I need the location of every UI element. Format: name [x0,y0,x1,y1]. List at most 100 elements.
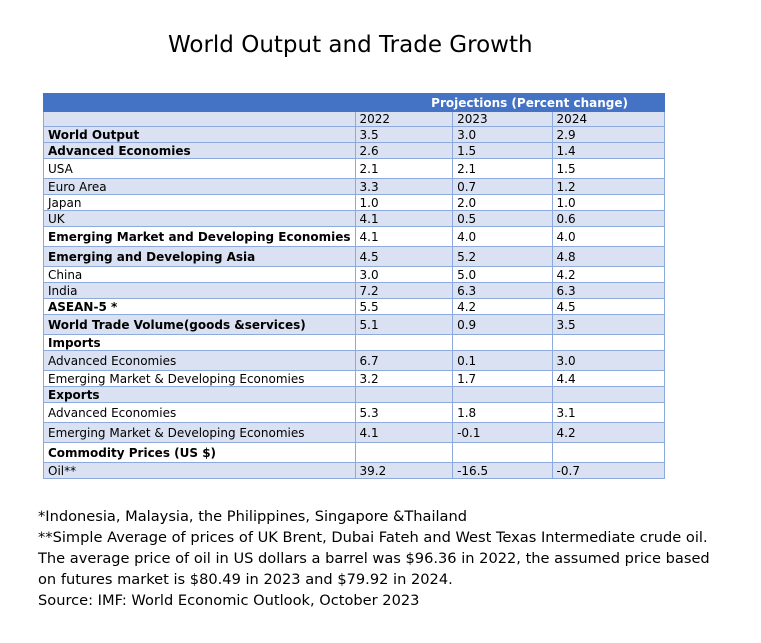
value-cell-2024: 3.1 [551,402,666,423]
value-cell-2023: 4.0 [452,226,553,247]
value-cell-2023: 1.5 [452,142,553,159]
footnote-source: Source: IMF: World Economic Outlook, Oct… [38,592,420,609]
row-label: Oil** [43,462,356,479]
row-label: Emerging Market & Developing Economies [43,370,356,387]
value-cell-2024: 1.2 [551,178,666,195]
value-cell-2024: -0.7 [551,462,666,479]
value-cell-2024: 4.5 [551,298,666,315]
value-cell-2024: 4.4 [551,370,666,387]
row-label: China [43,266,356,283]
value-cell-2023: 1.7 [452,370,553,387]
table-row: Emerging Market and Developing Economies… [43,226,666,247]
year-header-2024: 2024 [551,111,666,127]
growth-table-body: Projections (Percent change) 2022 2023 2… [43,93,666,479]
row-label: World Output [43,126,356,143]
value-cell-2023 [452,334,553,351]
value-cell-2022: 4.1 [354,210,454,227]
value-cell-2022: 5.1 [354,314,454,335]
row-label: Emerging Market & Developing Economies [43,422,356,443]
value-cell-2024 [551,334,666,351]
year-header-empty-cell [43,111,356,127]
row-label: UK [43,210,356,227]
value-cell-2022: 2.1 [354,158,454,179]
table-row: Commodity Prices (US $) [43,442,666,463]
value-cell-2024 [551,386,666,403]
value-cell-2024: 3.5 [551,314,666,335]
row-label: Emerging and Developing Asia [43,246,356,267]
value-cell-2024: 3.0 [551,350,666,371]
value-cell-2024: 4.2 [551,266,666,283]
value-cell-2022: 2.6 [354,142,454,159]
value-cell-2023: 0.9 [452,314,553,335]
value-cell-2023: 0.5 [452,210,553,227]
table-row: USA 2.1 2.1 1.5 [43,158,666,179]
table-row: Advanced Economies 6.7 0.1 3.0 [43,350,666,371]
value-cell-2022: 3.5 [354,126,454,143]
value-cell-2024: 6.3 [551,282,666,299]
value-cell-2023: -0.1 [452,422,553,443]
value-cell-2022: 3.3 [354,178,454,195]
footnote-oil-average: **Simple Average of prices of UK Brent, … [38,529,708,546]
value-cell-2023: 5.2 [452,246,553,267]
value-cell-2022 [354,334,454,351]
row-label: Exports [43,386,356,403]
value-cell-2022: 4.5 [354,246,454,267]
row-label: Euro Area [43,178,356,195]
row-label: Imports [43,334,356,351]
value-cell-2023: 1.8 [452,402,553,423]
row-label: USA [43,158,356,179]
footnotes: *Indonesia, Malaysia, the Philippines, S… [38,506,753,611]
table-banner-row: Projections (Percent change) [43,93,666,112]
table-row: Advanced Economies 2.6 1.5 1.4 [43,142,666,159]
value-cell-2023: 5.0 [452,266,553,283]
table-row: Euro Area 3.3 0.7 1.2 [43,178,666,195]
value-cell-2024: 1.5 [551,158,666,179]
table-row: India 7.2 6.3 6.3 [43,282,666,299]
value-cell-2024: 1.0 [551,194,666,211]
table-row: World Trade Volume(goods &services) 5.1 0.… [43,314,666,335]
banner-empty-cell [43,93,356,112]
value-cell-2022: 5.3 [354,402,454,423]
value-cell-2022: 6.7 [354,350,454,371]
value-cell-2023: 2.0 [452,194,553,211]
value-cell-2022: 4.1 [354,226,454,247]
row-label: Japan [43,194,356,211]
value-cell-2023: 4.2 [452,298,553,315]
value-cell-2023 [452,386,553,403]
row-label: Commodity Prices (US $) [43,442,356,463]
row-label: Advanced Economies [43,142,356,159]
projections-header: Projections (Percent change) [354,93,666,112]
table-row: World Output 3.5 3.0 2.9 [43,126,666,143]
value-cell-2022: 39.2 [354,462,454,479]
footnote-oil-price-2022: The average price of oil in US dollars a… [38,550,710,567]
row-label: ASEAN-5 * [43,298,356,315]
footnote-oil-futures: on futures market is $80.49 in 2023 and … [38,571,453,588]
page-title: World Output and Trade Growth [168,32,533,58]
value-cell-2023: 6.3 [452,282,553,299]
value-cell-2024: 4.8 [551,246,666,267]
value-cell-2022: 4.1 [354,422,454,443]
value-cell-2022: 3.2 [354,370,454,387]
row-label: Advanced Economies [43,350,356,371]
table-row: UK 4.1 0.5 0.6 [43,210,666,227]
table-row: Exports [43,386,666,403]
value-cell-2024: 1.4 [551,142,666,159]
value-cell-2023: -16.5 [452,462,553,479]
value-cell-2024: 4.0 [551,226,666,247]
table-row: Japan 1.0 2.0 1.0 [43,194,666,211]
value-cell-2022: 5.5 [354,298,454,315]
value-cell-2023 [452,442,553,463]
table-row: ASEAN-5 * 5.5 4.2 4.5 [43,298,666,315]
footnote-asean: *Indonesia, Malaysia, the Philippines, S… [38,508,468,525]
value-cell-2023: 2.1 [452,158,553,179]
row-label: India [43,282,356,299]
value-cell-2022: 7.2 [354,282,454,299]
value-cell-2022: 1.0 [354,194,454,211]
value-cell-2023: 3.0 [452,126,553,143]
value-cell-2024 [551,442,666,463]
table-row: Advanced Economies 5.3 1.8 3.1 [43,402,666,423]
value-cell-2023: 0.1 [452,350,553,371]
table-row: Emerging and Developing Asia 4.5 5.2 4.8 [43,246,666,267]
table-row: Emerging Market & Developing Economies 3.… [43,370,666,387]
growth-table: Projections (Percent change) 2022 2023 2… [43,93,666,479]
